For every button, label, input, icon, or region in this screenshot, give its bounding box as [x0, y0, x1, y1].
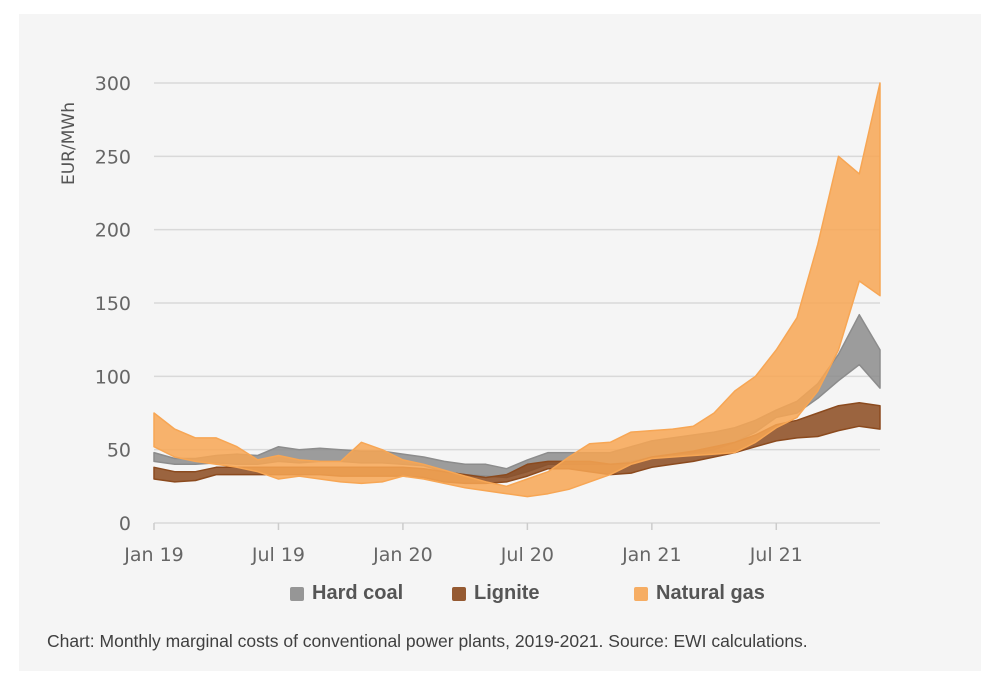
x-tick-label: Jul 20: [500, 544, 554, 566]
series-bands: [153, 82, 881, 498]
x-tick-label: Jan 21: [621, 544, 682, 566]
legend-swatch: [452, 586, 466, 601]
band-natural-gas: [153, 82, 881, 498]
y-tick-label: 300: [95, 73, 131, 95]
legend-item-natural-gas: Natural gas: [634, 582, 765, 605]
y-tick-label: 250: [95, 146, 131, 168]
y-axis-title: EUR/MWh: [59, 102, 79, 185]
y-tick-label: 200: [95, 220, 131, 242]
y-tick-label: 100: [95, 366, 131, 388]
y-tick-label: 0: [119, 513, 131, 535]
y-tick-label: 150: [95, 293, 131, 315]
legend-label: Lignite: [474, 582, 540, 604]
chart-caption: Chart: Monthly marginal costs of convent…: [47, 631, 808, 651]
x-tick-label: Jan 20: [372, 544, 433, 566]
legend-item-hard-coal: Hard coal: [290, 582, 403, 605]
x-tick-label: Jul 21: [749, 544, 803, 566]
legend: Hard coal Lignite Natural gas: [0, 582, 1001, 608]
x-tick-label: Jan 19: [123, 544, 184, 566]
y-axis: 0 50 100 150 200 250 300: [95, 73, 131, 535]
legend-label: Hard coal: [312, 582, 404, 604]
legend-swatch: [290, 586, 304, 601]
chart: Jan 19 Jul 19 Jan 20 Jul 20 Jan 21 Jul 21 0 50…: [59, 73, 881, 566]
y-tick-label: 50: [107, 440, 131, 462]
legend-swatch: [634, 586, 648, 601]
legend-label: Natural gas: [656, 582, 765, 604]
x-axis: Jan 19 Jul 19 Jan 20 Jul 20 Jan 21 Jul 21: [123, 522, 880, 566]
legend-item-lignite: Lignite: [452, 582, 540, 605]
x-tick-label: Jul 19: [251, 544, 305, 566]
